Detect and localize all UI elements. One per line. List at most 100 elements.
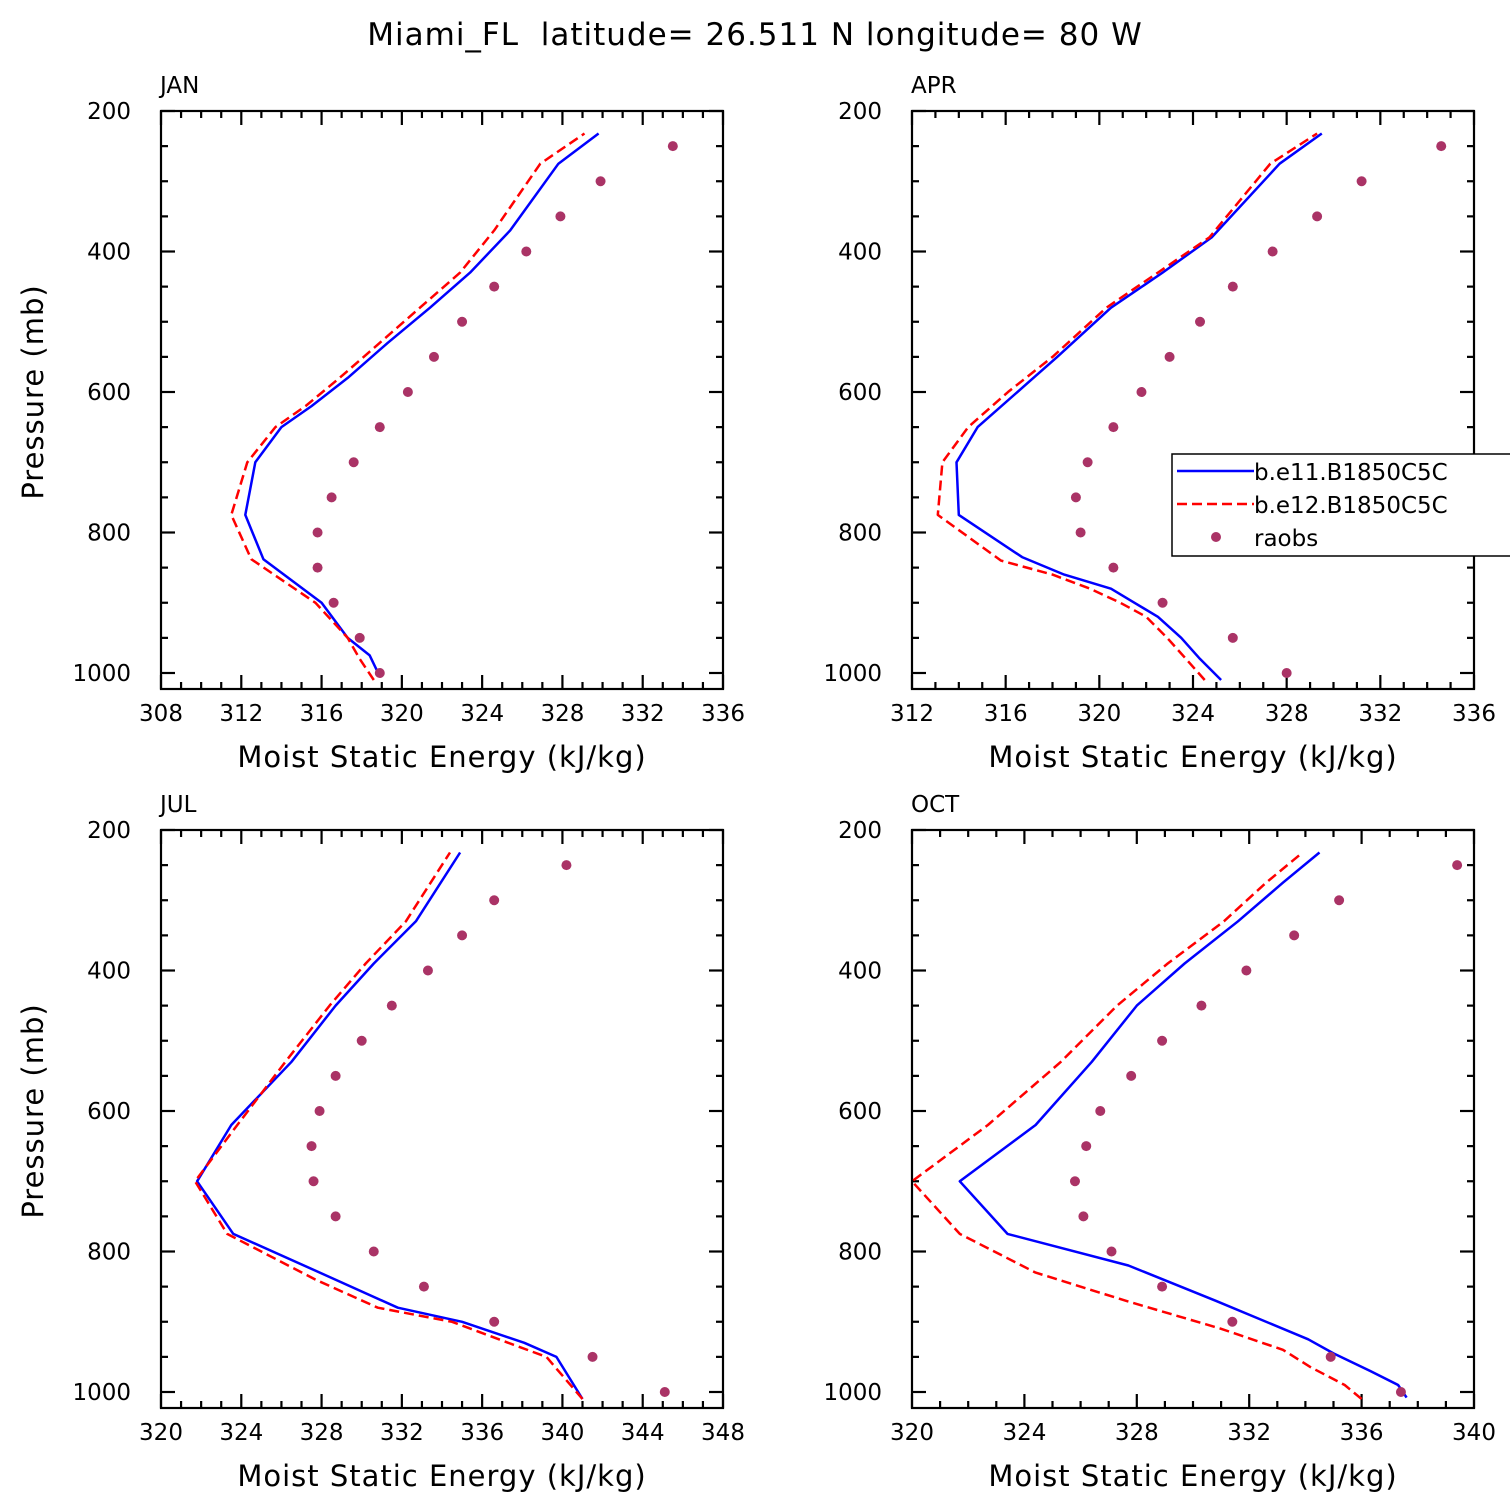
plot-frame xyxy=(159,109,725,691)
x-tick-label: 324 xyxy=(219,1420,263,1446)
raobs-point xyxy=(1082,457,1093,468)
raobs-point xyxy=(312,527,323,538)
raobs-point xyxy=(428,351,439,362)
x-tick-label: 336 xyxy=(701,701,745,727)
raobs-point xyxy=(457,930,468,941)
raobs-point xyxy=(489,1316,500,1327)
x-tick-label: 308 xyxy=(139,701,183,727)
raobs-point xyxy=(561,860,572,871)
raobs-point xyxy=(1157,1281,1168,1292)
raobs-point xyxy=(1241,965,1252,976)
y-tick-label: 1000 xyxy=(72,661,131,687)
raobs-point xyxy=(354,632,365,643)
raobs-point xyxy=(1227,1316,1238,1327)
x-tick-label: 332 xyxy=(380,1420,424,1446)
raobs-point xyxy=(308,1176,319,1187)
y-tick-label: 400 xyxy=(838,240,882,266)
raobs-point xyxy=(348,457,359,468)
raobs-point xyxy=(330,1070,341,1081)
x-tick-label: 320 xyxy=(380,701,424,727)
panel-title: APR xyxy=(911,73,957,99)
raobs-point xyxy=(1312,211,1323,222)
raobs-point xyxy=(1095,1106,1106,1116)
panel-title: OCT xyxy=(911,792,960,818)
x-tick-label: 324 xyxy=(460,701,504,727)
x-tick-label: 340 xyxy=(1452,1420,1496,1446)
raobs-point xyxy=(1126,1070,1137,1081)
figure-title: Miami_FL latitude= 26.511 N longitude= 8… xyxy=(367,17,1142,53)
panel-oct: OCT 320 324 328 332 336 340 200 400 600 800 1000 Mo… xyxy=(823,792,1496,1493)
y-tick-label: 800 xyxy=(838,521,882,547)
series-line-e11 xyxy=(955,132,1323,681)
x-tick-label: 324 xyxy=(1171,701,1215,727)
x-axis-label: Moist Static Energy (kJ/kg) xyxy=(988,1459,1397,1493)
raobs-point xyxy=(1227,281,1238,292)
raobs-point xyxy=(1325,1351,1336,1362)
raobs-point xyxy=(595,176,606,187)
y-tick-label: 600 xyxy=(87,380,131,406)
y-tick-label: 1000 xyxy=(823,1380,882,1406)
x-tick-label: 312 xyxy=(219,701,263,727)
panel-jan: JAN 308 312 316 320 324 328 332 336 200 400 600 800… xyxy=(16,73,745,774)
raobs-point xyxy=(1108,422,1119,433)
x-tick-label: 328 xyxy=(300,1420,344,1446)
x-tick-label: 328 xyxy=(1265,701,1309,727)
series-line-e11 xyxy=(958,851,1408,1399)
raobs-point xyxy=(1267,246,1278,257)
x-tick-label: 340 xyxy=(540,1420,584,1446)
raobs-point xyxy=(1081,1141,1092,1152)
x-tick-label: 316 xyxy=(300,701,344,727)
y-tick-label: 600 xyxy=(838,1099,882,1125)
raobs-point xyxy=(368,1246,379,1257)
x-tick-label: 320 xyxy=(1077,701,1121,727)
x-tick-label: 320 xyxy=(890,1420,934,1446)
y-tick-label: 600 xyxy=(838,380,882,406)
raobs-point xyxy=(659,1387,670,1397)
raobs-point xyxy=(418,1281,429,1292)
series-line-e12 xyxy=(936,132,1318,681)
y-tick-label: 200 xyxy=(838,99,882,125)
raobs-point xyxy=(386,1000,397,1011)
x-axis-label: Moist Static Energy (kJ/kg) xyxy=(988,740,1397,774)
raobs-point xyxy=(1070,492,1081,503)
raobs-point xyxy=(326,492,337,503)
x-tick-label: 332 xyxy=(1227,1420,1271,1446)
series-line-e11 xyxy=(195,851,584,1400)
raobs-point xyxy=(555,211,566,222)
y-tick-label: 400 xyxy=(838,959,882,985)
y-tick-label: 800 xyxy=(87,1240,131,1266)
raobs-point xyxy=(457,316,468,327)
y-tick-label: 1000 xyxy=(72,1380,131,1406)
raobs-point xyxy=(1196,1000,1207,1011)
plot-frame xyxy=(159,828,725,1410)
series-line-e12 xyxy=(193,851,584,1400)
raobs-point xyxy=(1069,1176,1080,1187)
x-tick-label: 316 xyxy=(984,701,1028,727)
y-axis-label: Pressure (mb) xyxy=(16,284,50,499)
raobs-point xyxy=(1289,930,1300,941)
x-axis-label: Moist Static Energy (kJ/kg) xyxy=(237,740,646,774)
y-tick-label: 1000 xyxy=(823,661,882,687)
x-tick-label: 324 xyxy=(1002,1420,1046,1446)
legend-label: b.e11.B1850C5C xyxy=(1254,460,1448,486)
x-tick-label: 328 xyxy=(1115,1420,1159,1446)
x-tick-label: 332 xyxy=(1358,701,1402,727)
series-group xyxy=(936,132,1447,681)
raobs-point xyxy=(312,562,323,573)
raobs-point xyxy=(402,387,413,397)
y-tick-label: 200 xyxy=(838,818,882,844)
y-tick-label: 800 xyxy=(838,1240,882,1266)
raobs-point xyxy=(1281,668,1292,678)
raobs-point xyxy=(330,1211,341,1222)
series-line-e12 xyxy=(912,851,1363,1400)
raobs-point xyxy=(1395,1387,1406,1397)
x-tick-label: 336 xyxy=(460,1420,504,1446)
y-tick-label: 400 xyxy=(87,959,131,985)
raobs-point xyxy=(1227,632,1238,643)
raobs-point xyxy=(306,1141,317,1152)
x-tick-label: 332 xyxy=(621,701,665,727)
panel-apr: APR 312 316 320 324 328 332 336 200 400 600 800 100… xyxy=(823,73,1496,774)
y-tick-label: 800 xyxy=(87,521,131,547)
series-group xyxy=(193,851,670,1400)
